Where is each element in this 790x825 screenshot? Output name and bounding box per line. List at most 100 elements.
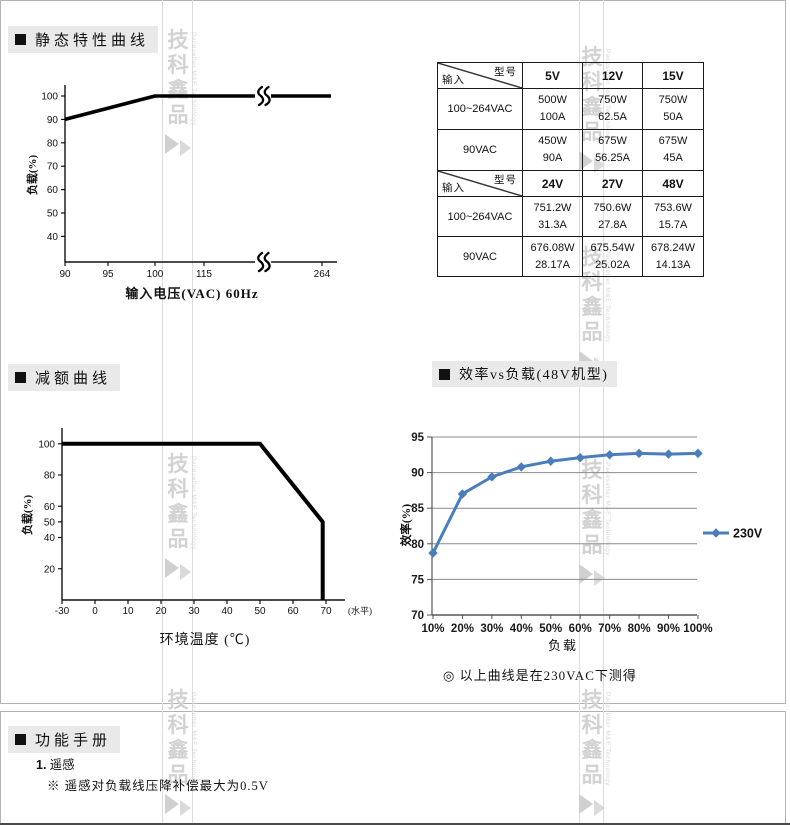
amp-value: 28.17A — [535, 258, 570, 271]
amp-value: 14.13A — [655, 258, 691, 271]
table-corner-cell: 型号 输入 — [437, 170, 523, 197]
efficiency-chart-body: 70 75 80 85 90 95 10% 20% 30% 40% 50% 60% 70% 80% 90% 1… — [399, 432, 763, 653]
rating-value-cell: 675W 45A — [642, 129, 704, 171]
rating-value-cell: 676.08W 28.17A — [522, 236, 583, 277]
x-tick-label: 115 — [196, 269, 212, 280]
y-tick-label: 60 — [47, 185, 59, 196]
x-tick-label: 80% — [628, 623, 651, 635]
x-tick-label: 60% — [569, 623, 592, 635]
watt-value: 753.6W — [654, 201, 692, 214]
rating-value-cell: 675W 56.25A — [582, 129, 643, 171]
fold-line — [579, 0, 580, 825]
y-tick-label: 90 — [411, 468, 424, 480]
section-title-text: 效率vs负载(48V机型) — [459, 368, 609, 383]
axis-break-icon — [263, 85, 271, 107]
y-tick-label: 100 — [41, 92, 58, 103]
x-tick-label: 20% — [451, 623, 474, 635]
model-header-cell: 15V — [642, 62, 704, 89]
data-point-marker — [634, 448, 644, 459]
model-header-cell: 24V — [522, 170, 583, 197]
amp-value: 56.25A — [595, 152, 630, 164]
y-tick-label: 60 — [44, 502, 56, 513]
main-content-border — [0, 0, 786, 704]
axis-break-icon — [257, 251, 265, 273]
data-point-marker — [604, 450, 615, 460]
y-tick-label: 40 — [47, 232, 59, 243]
y-tick-label: 70 — [47, 162, 59, 173]
input-range-cell: 100~264VAC — [437, 88, 523, 130]
table-corner-cell: 型号输入 — [437, 62, 523, 89]
amp-value: 100A — [539, 111, 566, 123]
power-rating-table-grid: 型号 输入 5V 12V 15V 100~264VAC 500W 100A 750W 62.5A 7… — [437, 62, 704, 277]
watt-value: 675W — [598, 135, 627, 147]
y-tick-label: 20 — [44, 564, 56, 575]
y-tick-label: 75 — [411, 574, 424, 586]
x-tick-label: 90% — [657, 623, 680, 635]
section-bullet-icon — [15, 734, 26, 745]
efficiency-chart-note: ◎ 以上曲线是在230VAC下测得 — [443, 668, 637, 683]
corner-label-input: 输入 — [442, 182, 465, 194]
x-tick-label: 0 — [92, 606, 98, 617]
x-tick-label: 10 — [122, 606, 134, 617]
footer-content-border — [0, 711, 786, 825]
legend-label: 230V — [733, 527, 763, 541]
section-title-efficiency: 效率vs负载(48V机型) — [432, 361, 618, 387]
x-axis-title: 负载 — [548, 638, 578, 653]
section-bullet-icon — [15, 372, 26, 383]
watt-value: 675W — [658, 135, 688, 147]
x-tick-label: 264 — [314, 269, 331, 280]
axis-break-icon — [263, 251, 271, 273]
y-tick-label: 50 — [47, 209, 59, 220]
section-title-text: 功能手册 — [35, 733, 112, 749]
data-point-marker — [693, 448, 703, 459]
amp-value: 31.3A — [538, 218, 567, 231]
x-tick-label: 100% — [683, 623, 712, 635]
y-tick-label: 80 — [47, 138, 59, 149]
legend: 230V — [703, 527, 763, 541]
x-tick-label: 30 — [188, 606, 200, 617]
data-point-marker — [575, 452, 585, 463]
model-header-cell: 27V — [582, 170, 643, 197]
watt-value: 678.24W — [650, 241, 696, 254]
section-bullet-icon — [439, 368, 450, 380]
x-tick-label: 40 — [221, 606, 233, 617]
amp-value: 15.7A — [658, 218, 688, 231]
x-tick-label: 95 — [102, 269, 114, 280]
x-tick-label: 70 — [320, 606, 332, 617]
y-tick-label: 80 — [44, 471, 56, 482]
rating-value-cell: 678.24W 14.13A — [642, 236, 704, 277]
y-tick-label: 95 — [411, 432, 424, 444]
y-tick-label: 100 — [38, 439, 55, 450]
y-axis-title: 负载(%) — [25, 155, 39, 196]
fold-line — [162, 0, 163, 825]
derating-curve-line — [62, 441, 325, 600]
section-title-static-curve: 静态特性曲线 — [8, 26, 159, 53]
x-tick-label: 90 — [59, 269, 71, 280]
rating-value-cell: 753.6W 15.7A — [642, 196, 704, 237]
static-chart-body: 100 90 80 70 60 50 40 90 95 100 115 264 负载(%) 输入电压(VA… — [25, 85, 337, 301]
power-rating-table: 型号 输入 5V 12V 15V 100~264VAC 500W 100A 750W 62.5A 7… — [437, 62, 704, 277]
amp-value: 62.5A — [598, 111, 627, 123]
remote-sense-note: ※ 遥感对负载线压降补偿最大为0.5V — [47, 779, 269, 793]
section-title-text: 静态特性曲线 — [35, 33, 150, 49]
x-tick-label: 50 — [254, 606, 266, 617]
x-tick-label: 30% — [480, 623, 503, 635]
x-axis-title: 环境温度 (℃) — [160, 632, 251, 648]
static-characteristic-chart: 100 90 80 70 60 50 40 90 95 100 115 264 负载(%) 输入电压(VA… — [25, 85, 337, 301]
amp-value: 50A — [663, 111, 683, 123]
input-range-cell: 90VAC — [437, 129, 523, 171]
rating-value-cell: 750.6W 27.8A — [582, 196, 643, 237]
y-tick-label: 80 — [411, 539, 424, 551]
section-title-derating-curve: 减额曲线 — [8, 364, 121, 391]
watt-value: 450W — [538, 135, 567, 147]
x-tick-label: 70% — [598, 623, 621, 635]
rating-value-cell: 675.54W 25.02A — [582, 236, 643, 277]
model-header-cell: 5V — [522, 62, 583, 89]
derating-chart: 100 80 60 50 40 20 -30 0 10 20 30 40 50 60 70 (水平) 负载(%)… — [20, 428, 372, 648]
y-tick-label: 70 — [411, 610, 424, 622]
data-point-marker — [516, 462, 527, 472]
watt-value: 676.08W — [530, 241, 575, 254]
corner-label-model: 型号 — [494, 66, 517, 78]
corner-label-input: 输入 — [442, 74, 465, 86]
data-point-marker — [546, 456, 556, 466]
